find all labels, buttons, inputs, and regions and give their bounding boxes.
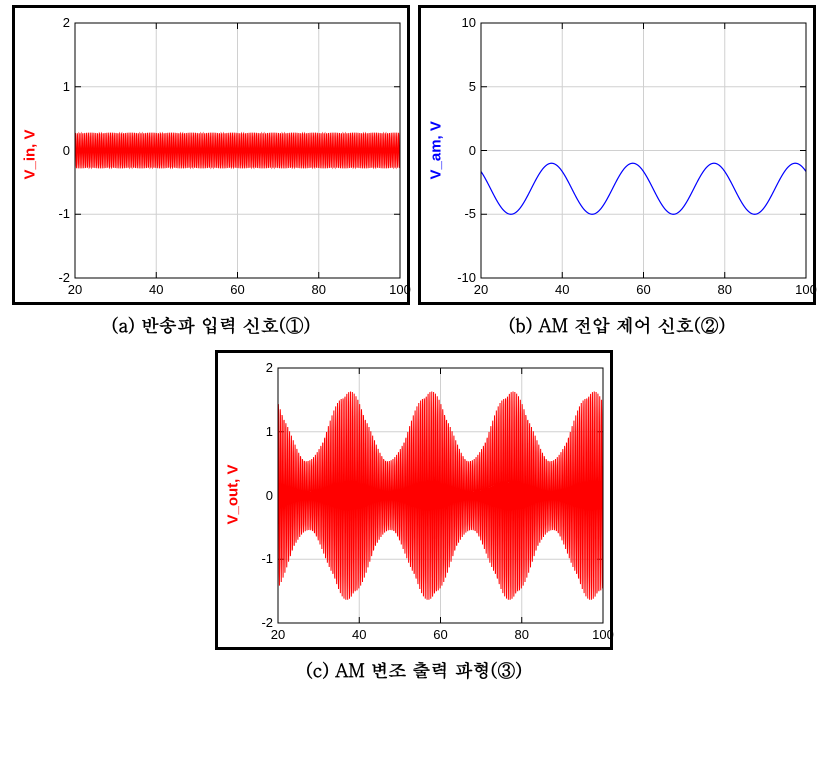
figure-container: V_in, V20406080100-2-1012 (a) 반송파 입력 신호(… bbox=[0, 0, 828, 688]
x-tick-label: 80 bbox=[710, 282, 740, 297]
y-tick-label: 1 bbox=[40, 79, 70, 94]
x-tick-label: 100 bbox=[588, 627, 618, 642]
x-tick-label: 60 bbox=[223, 282, 253, 297]
chart-svg bbox=[15, 8, 413, 308]
y-tick-label: -5 bbox=[446, 206, 476, 221]
x-tick-label: 80 bbox=[304, 282, 334, 297]
y-tick-label: 0 bbox=[243, 488, 273, 503]
y-tick-label: -2 bbox=[243, 615, 273, 630]
x-tick-label: 100 bbox=[791, 282, 821, 297]
y-tick-label: 10 bbox=[446, 15, 476, 30]
y-tick-label: 0 bbox=[40, 143, 70, 158]
series-line bbox=[75, 133, 400, 169]
x-tick-label: 40 bbox=[547, 282, 577, 297]
y-tick-label: -1 bbox=[40, 206, 70, 221]
x-tick-label: 40 bbox=[344, 627, 374, 642]
y-tick-label: -1 bbox=[243, 551, 273, 566]
x-tick-label: 80 bbox=[507, 627, 537, 642]
chart-svg bbox=[218, 353, 616, 653]
chart-a-box: V_in, V20406080100-2-1012 bbox=[12, 5, 410, 305]
chart-c-box: V_out, V20406080100-2-1012 bbox=[215, 350, 613, 650]
chart-svg bbox=[421, 8, 819, 308]
panel-c: V_out, V20406080100-2-1012 (c) AM 변조 출력 … bbox=[215, 350, 613, 683]
series-line bbox=[278, 392, 603, 600]
y-tick-label: 2 bbox=[243, 360, 273, 375]
y-tick-label: -2 bbox=[40, 270, 70, 285]
x-tick-label: 60 bbox=[629, 282, 659, 297]
caption-a: (a) 반송파 입력 신호(①) bbox=[112, 313, 311, 338]
caption-c: (c) AM 변조 출력 파형(③) bbox=[306, 658, 522, 683]
y-tick-label: 0 bbox=[446, 143, 476, 158]
x-tick-label: 40 bbox=[141, 282, 171, 297]
panel-a: V_in, V20406080100-2-1012 (a) 반송파 입력 신호(… bbox=[12, 5, 410, 338]
top-row: V_in, V20406080100-2-1012 (a) 반송파 입력 신호(… bbox=[5, 5, 823, 338]
x-tick-label: 100 bbox=[385, 282, 415, 297]
bottom-row: V_out, V20406080100-2-1012 (c) AM 변조 출력 … bbox=[5, 350, 823, 683]
panel-b: V_am, V20406080100-10-50510 (b) AM 전압 제어… bbox=[418, 5, 816, 338]
x-tick-label: 60 bbox=[426, 627, 456, 642]
y-tick-label: 2 bbox=[40, 15, 70, 30]
y-tick-label: 5 bbox=[446, 79, 476, 94]
chart-b-box: V_am, V20406080100-10-50510 bbox=[418, 5, 816, 305]
y-tick-label: 1 bbox=[243, 424, 273, 439]
y-tick-label: -10 bbox=[446, 270, 476, 285]
caption-b: (b) AM 전압 제어 신호(②) bbox=[509, 313, 726, 338]
